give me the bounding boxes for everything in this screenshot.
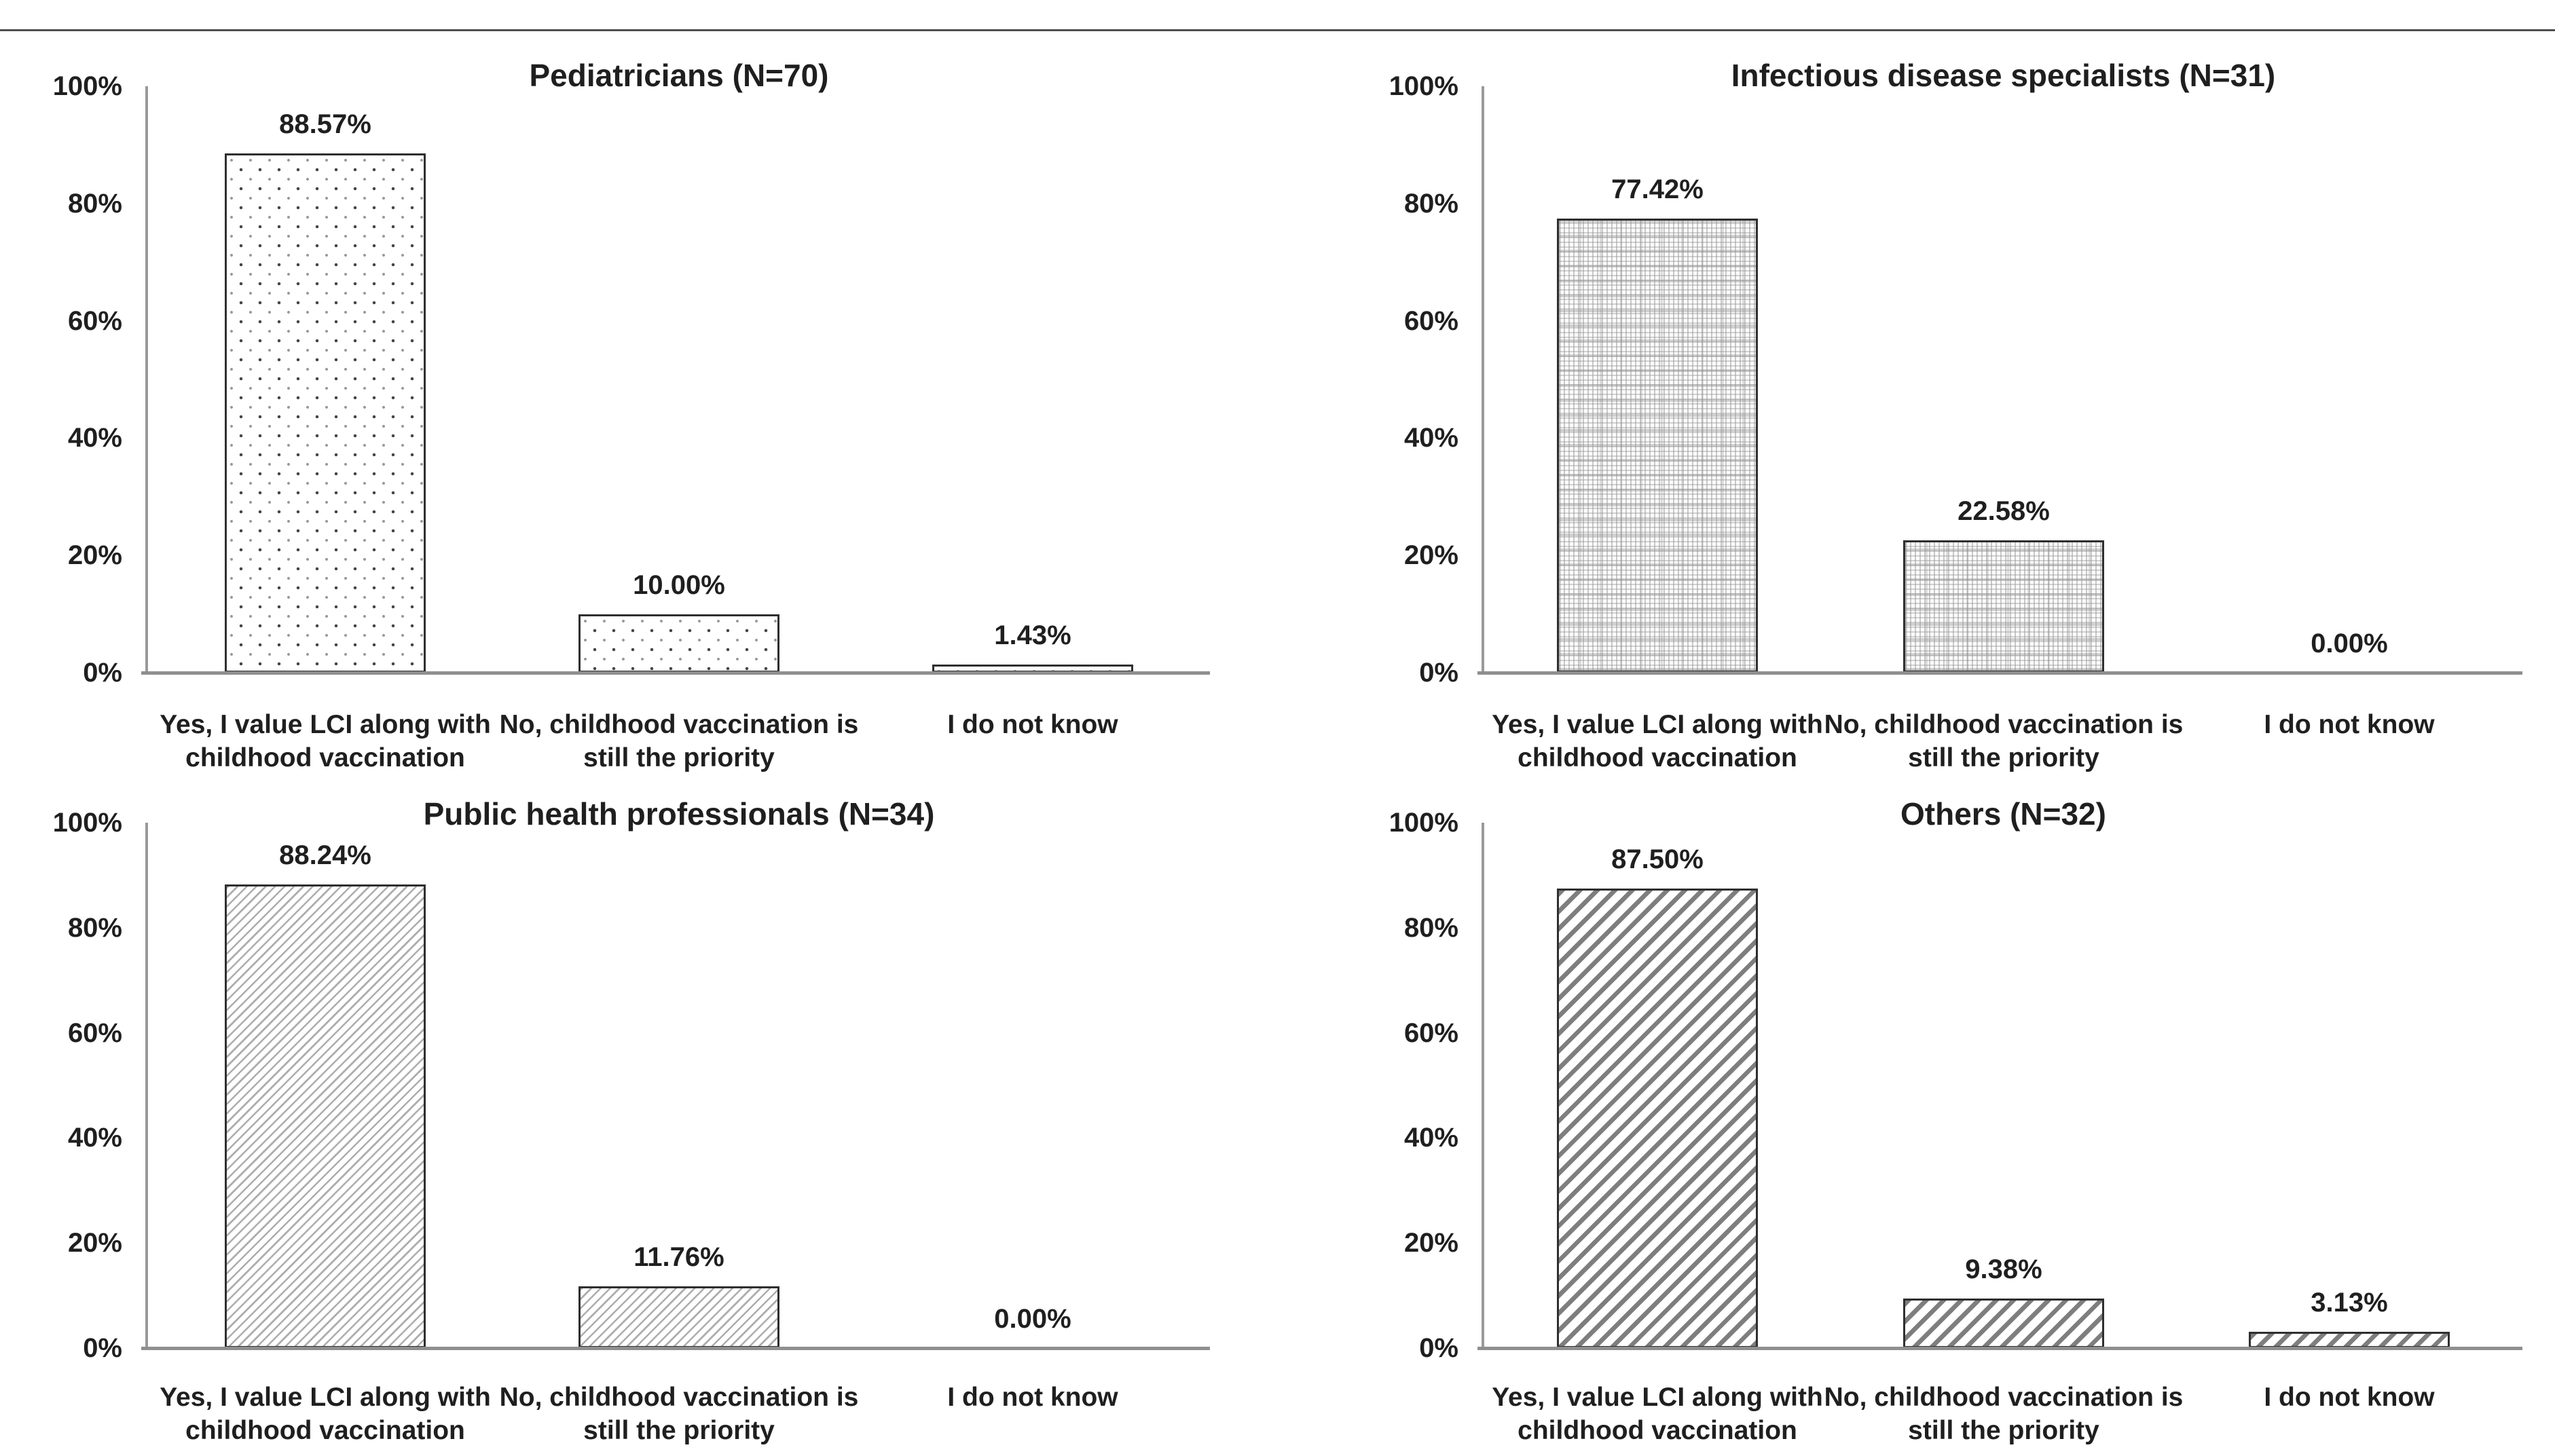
y-axis-tick-label: 0% — [83, 1333, 122, 1363]
bar — [1903, 1299, 2104, 1348]
chart-title: Others (N=32) — [1900, 796, 2106, 832]
bar-value-label: 3.13% — [2311, 1288, 2388, 1318]
x-category-label: No, childhood vaccination is still the p… — [1824, 1383, 2184, 1445]
bar-value-label: 10.00% — [633, 570, 725, 600]
chart-title: Pediatricians (N=70) — [529, 58, 829, 93]
x-axis-line — [1477, 1347, 2522, 1350]
x-category-label: Yes, I value LCI along with childhood va… — [1492, 1383, 1823, 1445]
bar — [225, 884, 426, 1348]
bar-value-label: 0.00% — [2311, 629, 2388, 658]
x-axis-line — [141, 671, 1210, 675]
y-axis-line — [1482, 823, 1484, 1348]
y-axis-tick-label: 20% — [1403, 540, 1458, 570]
bar-value-label: 22.58% — [1957, 496, 2050, 526]
top-divider-line — [0, 29, 2555, 31]
y-axis-tick-label: 0% — [83, 658, 122, 688]
bar — [2249, 1332, 2450, 1348]
bar-value-label: 88.57% — [279, 109, 371, 139]
y-axis-tick-label: 20% — [67, 540, 122, 570]
y-axis-tick-label: 60% — [1403, 306, 1458, 336]
y-axis-tick-label: 20% — [67, 1228, 122, 1258]
y-axis-tick-label: 40% — [67, 423, 122, 453]
y-axis-tick-label: 40% — [1403, 423, 1458, 453]
y-axis-tick-label: 100% — [52, 71, 122, 101]
y-axis-tick-label: 40% — [1403, 1123, 1458, 1153]
y-axis-tick-label: 60% — [67, 1018, 122, 1048]
x-category-label: I do not know — [947, 710, 1118, 739]
y-axis-tick-label: 80% — [67, 913, 122, 943]
x-category-label: Yes, I value LCI along with childhood va… — [160, 1383, 491, 1445]
bar — [578, 614, 779, 673]
y-axis-tick-label: 100% — [1389, 808, 1458, 838]
bar-value-label: 9.38% — [1965, 1254, 2042, 1284]
x-axis-line — [141, 1347, 1210, 1350]
y-axis-line — [145, 86, 148, 673]
y-axis-tick-label: 100% — [52, 808, 122, 838]
y-axis-tick-label: 100% — [1389, 71, 1458, 101]
bar-value-label: 88.24% — [279, 840, 371, 870]
y-axis-tick-label: 80% — [67, 189, 122, 219]
y-axis-tick-label: 60% — [1403, 1018, 1458, 1048]
x-category-label: I do not know — [2264, 710, 2435, 739]
x-category-label: I do not know — [2264, 1383, 2435, 1412]
x-category-label: Yes, I value LCI along with childhood va… — [160, 710, 491, 772]
bar — [578, 1286, 779, 1348]
bar-value-label: 11.76% — [633, 1242, 724, 1272]
x-category-label: No, childhood vaccination is still the p… — [499, 1383, 859, 1445]
y-axis-tick-label: 80% — [1403, 189, 1458, 219]
y-axis-tick-label: 80% — [1403, 913, 1458, 943]
y-axis-line — [1482, 86, 1484, 673]
bar-value-label: 1.43% — [994, 620, 1071, 650]
y-axis-tick-label: 0% — [1419, 658, 1458, 688]
x-axis-line — [1477, 671, 2522, 675]
bar-value-label: 87.50% — [1611, 844, 1704, 874]
bar — [1557, 219, 1758, 673]
x-category-label: Yes, I value LCI along with childhood va… — [1492, 710, 1823, 772]
bar-value-label: 77.42% — [1611, 174, 1704, 204]
bar — [1903, 540, 2104, 673]
y-axis-tick-label: 40% — [67, 1123, 122, 1153]
chart-title: Public health professionals (N=34) — [423, 796, 935, 832]
y-axis-line — [145, 823, 148, 1348]
bar-value-label: 0.00% — [994, 1304, 1071, 1334]
bar — [1557, 889, 1758, 1348]
x-category-label: No, childhood vaccination is still the p… — [1824, 710, 2184, 772]
y-axis-tick-label: 20% — [1403, 1228, 1458, 1258]
x-category-label: No, childhood vaccination is still the p… — [499, 710, 859, 772]
x-category-label: I do not know — [947, 1383, 1118, 1412]
bar — [225, 153, 426, 673]
y-axis-tick-label: 60% — [67, 306, 122, 336]
chart-title: Infectious disease specialists (N=31) — [1731, 58, 2276, 93]
y-axis-tick-label: 0% — [1419, 1333, 1458, 1363]
